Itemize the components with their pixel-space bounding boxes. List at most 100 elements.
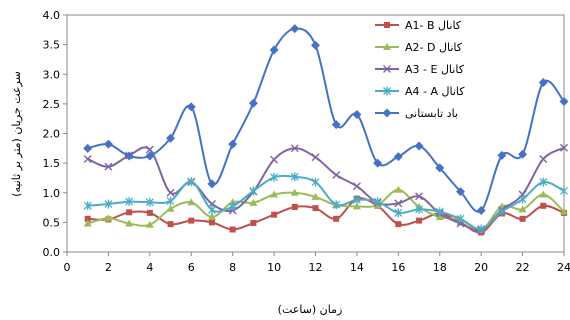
legend-item-4: A4 - A کانال bbox=[375, 85, 465, 98]
series-5-point bbox=[228, 139, 238, 149]
series-2-point bbox=[249, 198, 258, 206]
series-1-point bbox=[540, 202, 547, 209]
series-2-point bbox=[145, 220, 154, 228]
series-4-point bbox=[104, 199, 113, 209]
y-tick-label: 2.0 bbox=[43, 128, 61, 141]
series-3-point bbox=[270, 155, 279, 164]
series-5-point bbox=[455, 187, 465, 197]
series-3-point bbox=[311, 153, 320, 162]
series-5-point bbox=[538, 78, 548, 88]
y-tick-label: 4.0 bbox=[43, 9, 61, 22]
x-tick-label: 16 bbox=[391, 261, 405, 274]
legend-item-1: A1- B کانال bbox=[375, 19, 462, 32]
series-1-point bbox=[312, 205, 319, 212]
series-4-point bbox=[207, 205, 216, 215]
series-4-point bbox=[477, 224, 486, 234]
legend: A1- B کانال A2- D کانال A3 - E کانال A4 - A… bbox=[375, 19, 465, 120]
series-4-point bbox=[352, 195, 361, 205]
series-4 bbox=[83, 172, 568, 234]
series-2-point bbox=[539, 190, 548, 198]
series-4-point bbox=[518, 194, 527, 204]
series-3-point bbox=[104, 162, 113, 171]
series-4-point bbox=[228, 201, 237, 211]
series-5-point bbox=[83, 143, 93, 153]
series-5-point bbox=[124, 151, 134, 161]
series-3-point bbox=[352, 182, 361, 191]
y-axis-title: سرعت جریان (متر بر ثانیه) bbox=[10, 71, 23, 197]
x-tick-label: 2 bbox=[105, 261, 112, 274]
y-tick-label: 1.5 bbox=[43, 157, 61, 170]
x-axis-title: زمان (ساعت) bbox=[278, 303, 343, 316]
series-4-point bbox=[435, 207, 444, 217]
series-2-point bbox=[352, 202, 361, 210]
x-tick-label: 0 bbox=[64, 261, 71, 274]
series-4-point bbox=[290, 172, 299, 182]
series-1-point bbox=[271, 211, 278, 218]
series-5-point bbox=[331, 120, 341, 130]
series-4-point bbox=[166, 196, 175, 206]
series-5-point bbox=[290, 24, 300, 34]
series-4-point bbox=[187, 176, 196, 186]
x-tick-label: 18 bbox=[433, 261, 447, 274]
series-2-point bbox=[125, 219, 134, 227]
series-5-point bbox=[248, 98, 258, 108]
series-2-point bbox=[435, 213, 444, 221]
series-1-point bbox=[416, 217, 423, 224]
series-3-point bbox=[83, 154, 92, 163]
series-5-point bbox=[207, 179, 217, 189]
x-tick-label: 22 bbox=[516, 261, 530, 274]
series-4-point bbox=[456, 214, 465, 224]
series-1-point bbox=[250, 219, 257, 226]
legend-swatch-marker bbox=[384, 22, 390, 28]
series-3-point bbox=[332, 170, 341, 179]
series-2-point bbox=[560, 207, 568, 215]
series-5-point bbox=[269, 45, 279, 55]
legend-item-5: باد تابستانی bbox=[375, 107, 458, 120]
series-layer bbox=[83, 24, 569, 236]
series-1-point bbox=[188, 217, 195, 224]
series-5-point bbox=[435, 163, 445, 173]
legend-swatch-marker bbox=[383, 65, 391, 73]
x-tick-label: 4 bbox=[146, 261, 153, 274]
series-3-point bbox=[166, 188, 175, 197]
series-4-point bbox=[560, 186, 568, 196]
series-5-point bbox=[497, 150, 507, 160]
legend-item-3: A3 - E کانال bbox=[375, 63, 465, 76]
legend-item-2: A2- D کانال bbox=[375, 41, 463, 54]
x-tick-label: 6 bbox=[188, 261, 195, 274]
x-tick-label: 12 bbox=[309, 261, 323, 274]
series-5-point bbox=[559, 97, 569, 107]
series-4-point bbox=[125, 197, 134, 207]
series-4-point bbox=[83, 201, 92, 211]
series-1-point bbox=[291, 203, 298, 210]
series-5-point bbox=[373, 158, 383, 168]
series-5-line bbox=[87, 27, 565, 213]
series-5 bbox=[83, 24, 569, 216]
series-5-point bbox=[393, 152, 403, 162]
x-tick-label: 10 bbox=[267, 261, 281, 274]
series-4-point bbox=[311, 177, 320, 187]
series-1-point bbox=[208, 219, 215, 226]
series-2-point bbox=[311, 192, 320, 200]
series-2-point bbox=[187, 198, 196, 206]
series-1-point bbox=[84, 215, 91, 222]
series-5-point bbox=[352, 110, 362, 120]
legend-swatch-marker bbox=[383, 86, 391, 96]
series-5-point bbox=[166, 133, 176, 143]
y-tick-label: 0.5 bbox=[43, 216, 61, 229]
y-tick-label: 1.0 bbox=[43, 187, 61, 200]
series-4-point bbox=[332, 200, 341, 210]
series-4-point bbox=[145, 197, 154, 207]
series-4-point bbox=[270, 172, 279, 182]
series-2-line bbox=[87, 188, 565, 232]
legend-label: باد تابستانی bbox=[405, 107, 458, 120]
series-1-point bbox=[395, 221, 402, 228]
series-1-point bbox=[333, 215, 340, 222]
legend-label: A2- D کانال bbox=[405, 41, 463, 54]
x-tick-label: 24 bbox=[557, 261, 570, 274]
series-2-point bbox=[290, 188, 299, 196]
series-1-point bbox=[519, 215, 526, 222]
series-3-point bbox=[560, 143, 568, 152]
series-2-point bbox=[394, 185, 403, 193]
